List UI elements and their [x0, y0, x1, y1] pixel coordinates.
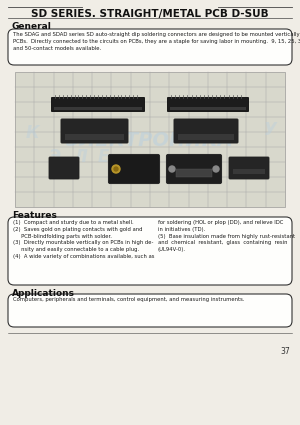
- Bar: [170, 107, 246, 110]
- Text: Computers, peripherals and terminals, control equipment, and measuring instrumen: Computers, peripherals and terminals, co…: [13, 297, 244, 302]
- FancyBboxPatch shape: [167, 155, 221, 184]
- Circle shape: [114, 167, 118, 171]
- Text: (1)  Compact and sturdy due to a metal shell.
(2)  Saves gold on plating contact: (1) Compact and sturdy due to a metal sh…: [13, 220, 155, 259]
- Text: Л: Л: [73, 148, 87, 166]
- Text: 37: 37: [280, 347, 290, 356]
- Text: The SDAG and SDAD series SD auto-straight dip soldering connectors are designed : The SDAG and SDAD series SD auto-straigh…: [13, 32, 300, 51]
- Bar: [54, 107, 142, 110]
- Text: К: К: [25, 124, 39, 142]
- Text: ЭЛЕКТРОНИКА: ЭЛЕКТРОНИКА: [66, 130, 234, 150]
- Circle shape: [213, 166, 219, 172]
- FancyBboxPatch shape: [109, 155, 160, 184]
- Bar: [15, 72, 285, 207]
- Text: SD SERIES. STRAIGHT/METAL PCB D-SUB: SD SERIES. STRAIGHT/METAL PCB D-SUB: [31, 9, 269, 19]
- FancyBboxPatch shape: [8, 217, 292, 285]
- FancyBboxPatch shape: [8, 294, 292, 327]
- FancyBboxPatch shape: [49, 157, 79, 179]
- Text: Е: Е: [97, 148, 109, 166]
- Bar: [178, 134, 234, 140]
- Text: У: У: [264, 121, 276, 139]
- Text: Applications: Applications: [12, 289, 75, 298]
- Bar: [65, 134, 124, 140]
- FancyBboxPatch shape: [174, 119, 238, 143]
- Text: General: General: [12, 22, 52, 31]
- FancyBboxPatch shape: [229, 157, 269, 179]
- Circle shape: [169, 166, 175, 172]
- Text: Features: Features: [12, 211, 57, 220]
- Bar: [233, 169, 265, 174]
- FancyBboxPatch shape: [61, 119, 128, 143]
- Text: for soldering (HOL or plop (DD), and relieve IDC
in initiatives (TD).
(5)  Base : for soldering (HOL or plop (DD), and rel…: [158, 220, 295, 252]
- Text: Э: Э: [49, 148, 61, 166]
- Circle shape: [112, 165, 120, 173]
- Bar: [176, 169, 212, 177]
- FancyBboxPatch shape: [8, 29, 292, 65]
- FancyBboxPatch shape: [52, 97, 145, 111]
- FancyBboxPatch shape: [167, 97, 248, 111]
